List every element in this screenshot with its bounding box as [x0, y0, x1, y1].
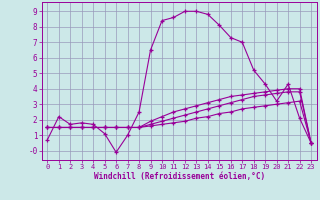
X-axis label: Windchill (Refroidissement éolien,°C): Windchill (Refroidissement éolien,°C) — [94, 172, 265, 181]
